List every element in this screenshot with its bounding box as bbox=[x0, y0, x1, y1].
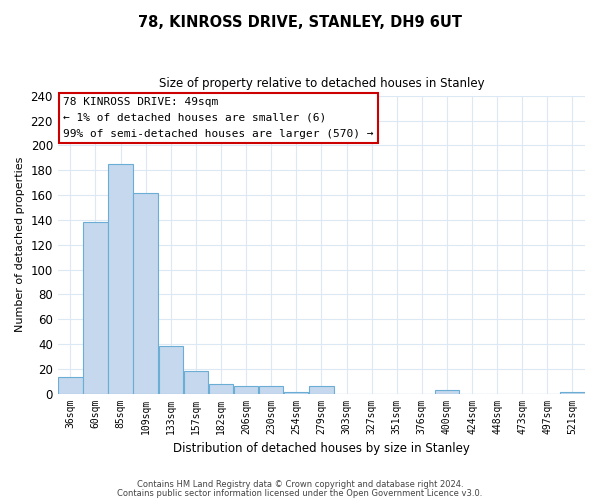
Bar bbox=[560, 392, 584, 394]
Bar bbox=[209, 384, 233, 394]
Bar bbox=[158, 346, 183, 394]
Bar bbox=[435, 390, 459, 394]
Title: Size of property relative to detached houses in Stanley: Size of property relative to detached ho… bbox=[158, 78, 484, 90]
X-axis label: Distribution of detached houses by size in Stanley: Distribution of detached houses by size … bbox=[173, 442, 470, 455]
Bar bbox=[184, 371, 208, 394]
Text: 78, KINROSS DRIVE, STANLEY, DH9 6UT: 78, KINROSS DRIVE, STANLEY, DH9 6UT bbox=[138, 15, 462, 30]
Bar bbox=[234, 386, 258, 394]
Bar bbox=[58, 378, 83, 394]
Bar bbox=[83, 222, 107, 394]
Bar bbox=[259, 386, 283, 394]
Bar bbox=[284, 392, 308, 394]
Bar bbox=[109, 164, 133, 394]
Text: 78 KINROSS DRIVE: 49sqm
← 1% of detached houses are smaller (6)
99% of semi-deta: 78 KINROSS DRIVE: 49sqm ← 1% of detached… bbox=[63, 98, 374, 138]
Y-axis label: Number of detached properties: Number of detached properties bbox=[15, 157, 25, 332]
Bar bbox=[309, 386, 334, 394]
Text: Contains HM Land Registry data © Crown copyright and database right 2024.: Contains HM Land Registry data © Crown c… bbox=[137, 480, 463, 489]
Bar bbox=[133, 192, 158, 394]
Text: Contains public sector information licensed under the Open Government Licence v3: Contains public sector information licen… bbox=[118, 490, 482, 498]
